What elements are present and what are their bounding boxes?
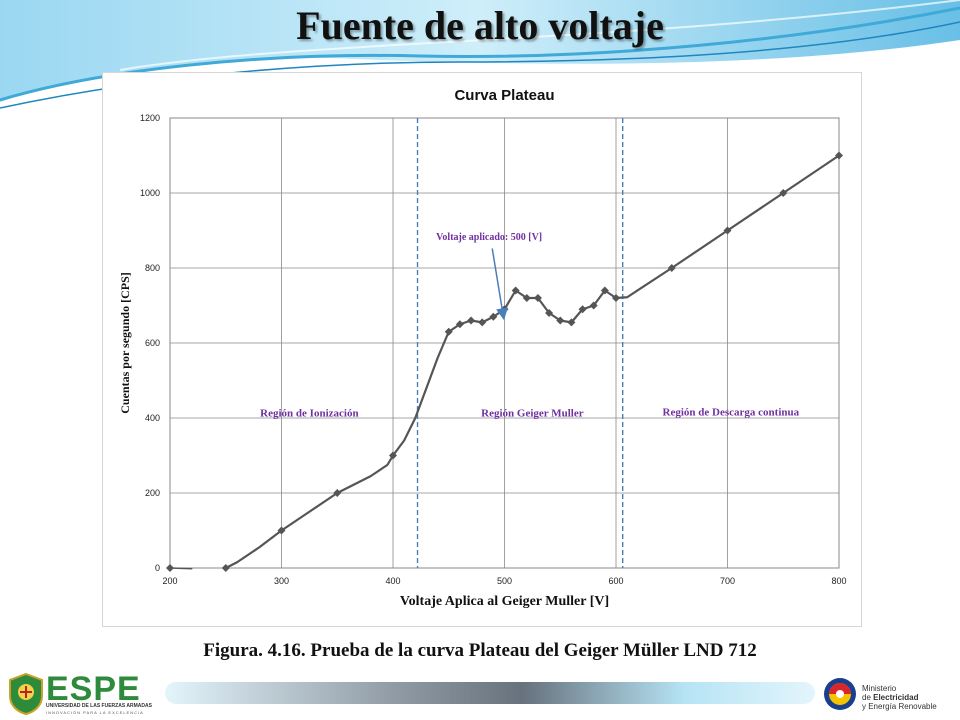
- data-point-marker: [467, 316, 476, 325]
- data-point-marker: [612, 294, 620, 302]
- data-point-marker: [556, 316, 565, 325]
- ministry-text: Ministerio de Electricidad y Energía Ren…: [862, 684, 937, 711]
- data-point-marker: [567, 318, 576, 327]
- x-tick-label: 700: [720, 576, 735, 586]
- data-point-marker: [723, 226, 732, 235]
- y-tick-label: 1000: [140, 188, 160, 198]
- espe-tagline: INNOVACIÓN PARA LA EXCELENCIA: [46, 710, 144, 715]
- x-tick-label: 500: [497, 576, 512, 586]
- ministry-line1: Ministerio: [862, 684, 897, 693]
- figure-caption: Figura. 4.16. Prueba de la curva Plateau…: [203, 640, 757, 661]
- region-label: Región Geiger Muller: [481, 408, 584, 420]
- espe-wordmark: ESPE: [46, 670, 141, 708]
- grid-lines: [169, 117, 840, 569]
- data-point-marker: [478, 318, 487, 327]
- data-point-marker: [779, 189, 788, 197]
- data-point-marker: [444, 327, 453, 336]
- data-point-marker: [835, 151, 843, 160]
- ministry-line3: y Energía Renovable: [862, 702, 937, 711]
- x-tick-label: 600: [608, 576, 623, 586]
- data-point-marker: [600, 286, 609, 295]
- x-tick-label: 200: [162, 576, 177, 586]
- ministry-line2-prefix: de: [862, 693, 874, 702]
- data-point-marker: [667, 264, 676, 272]
- region-dividers: [416, 118, 624, 568]
- ministry-logo-icon: [824, 678, 856, 710]
- series-polyline: [225, 154, 840, 569]
- slide-title: Fuente de alto voltaje: [296, 3, 664, 48]
- data-point-marker: [578, 305, 587, 314]
- annotation-arrow: [491, 248, 508, 321]
- x-tick-label: 400: [385, 576, 400, 586]
- data-point-marker: [589, 301, 598, 310]
- footer-bar: [165, 682, 815, 704]
- y-axis-label: Cuentas por segundo [CPS]: [118, 272, 132, 413]
- ministry-line2-bold: Electricidad: [873, 693, 919, 702]
- data-point-marker: [221, 564, 230, 572]
- espe-logo: [9, 672, 43, 716]
- data-point-marker: [522, 294, 531, 302]
- y-tick-label: 600: [145, 338, 160, 348]
- chart-labels: Curva Plateau Voltaje Aplica al Geiger Mu…: [118, 87, 800, 609]
- data-point-marker: [533, 294, 542, 302]
- espe-subtitle: UNIVERSIDAD DE LAS FUERZAS ARMADAS: [46, 703, 152, 709]
- voltage-annotation: Voltaje aplicado: 500 [V]: [436, 232, 542, 243]
- data-point-marker: [489, 312, 498, 321]
- x-axis-label: Voltaje Aplica al Geiger Muller [V]: [400, 594, 609, 609]
- ministry-line2: de Electricidad: [862, 693, 937, 702]
- figure-frame: [102, 72, 862, 627]
- y-tick-label: 200: [145, 488, 160, 498]
- region-label: Región de Ionización: [260, 408, 358, 420]
- region-label: Región de Descarga continua: [663, 407, 800, 419]
- y-tick-label: 0: [155, 563, 160, 573]
- data-point-marker: [511, 286, 520, 295]
- x-tick-label: 300: [274, 576, 289, 586]
- chart-title: Curva Plateau: [454, 87, 554, 104]
- data-point-marker: [277, 526, 286, 535]
- data-point-marker: [333, 489, 342, 497]
- y-tick-label: 1200: [140, 113, 160, 123]
- y-tick-label: 400: [145, 413, 160, 423]
- data-point-marker: [455, 320, 464, 329]
- y-tick-label: 800: [145, 263, 160, 273]
- data-point-marker: [545, 309, 554, 317]
- x-tick-label: 800: [831, 576, 846, 586]
- data-point-marker: [166, 564, 174, 572]
- data-point-marker: [389, 451, 397, 460]
